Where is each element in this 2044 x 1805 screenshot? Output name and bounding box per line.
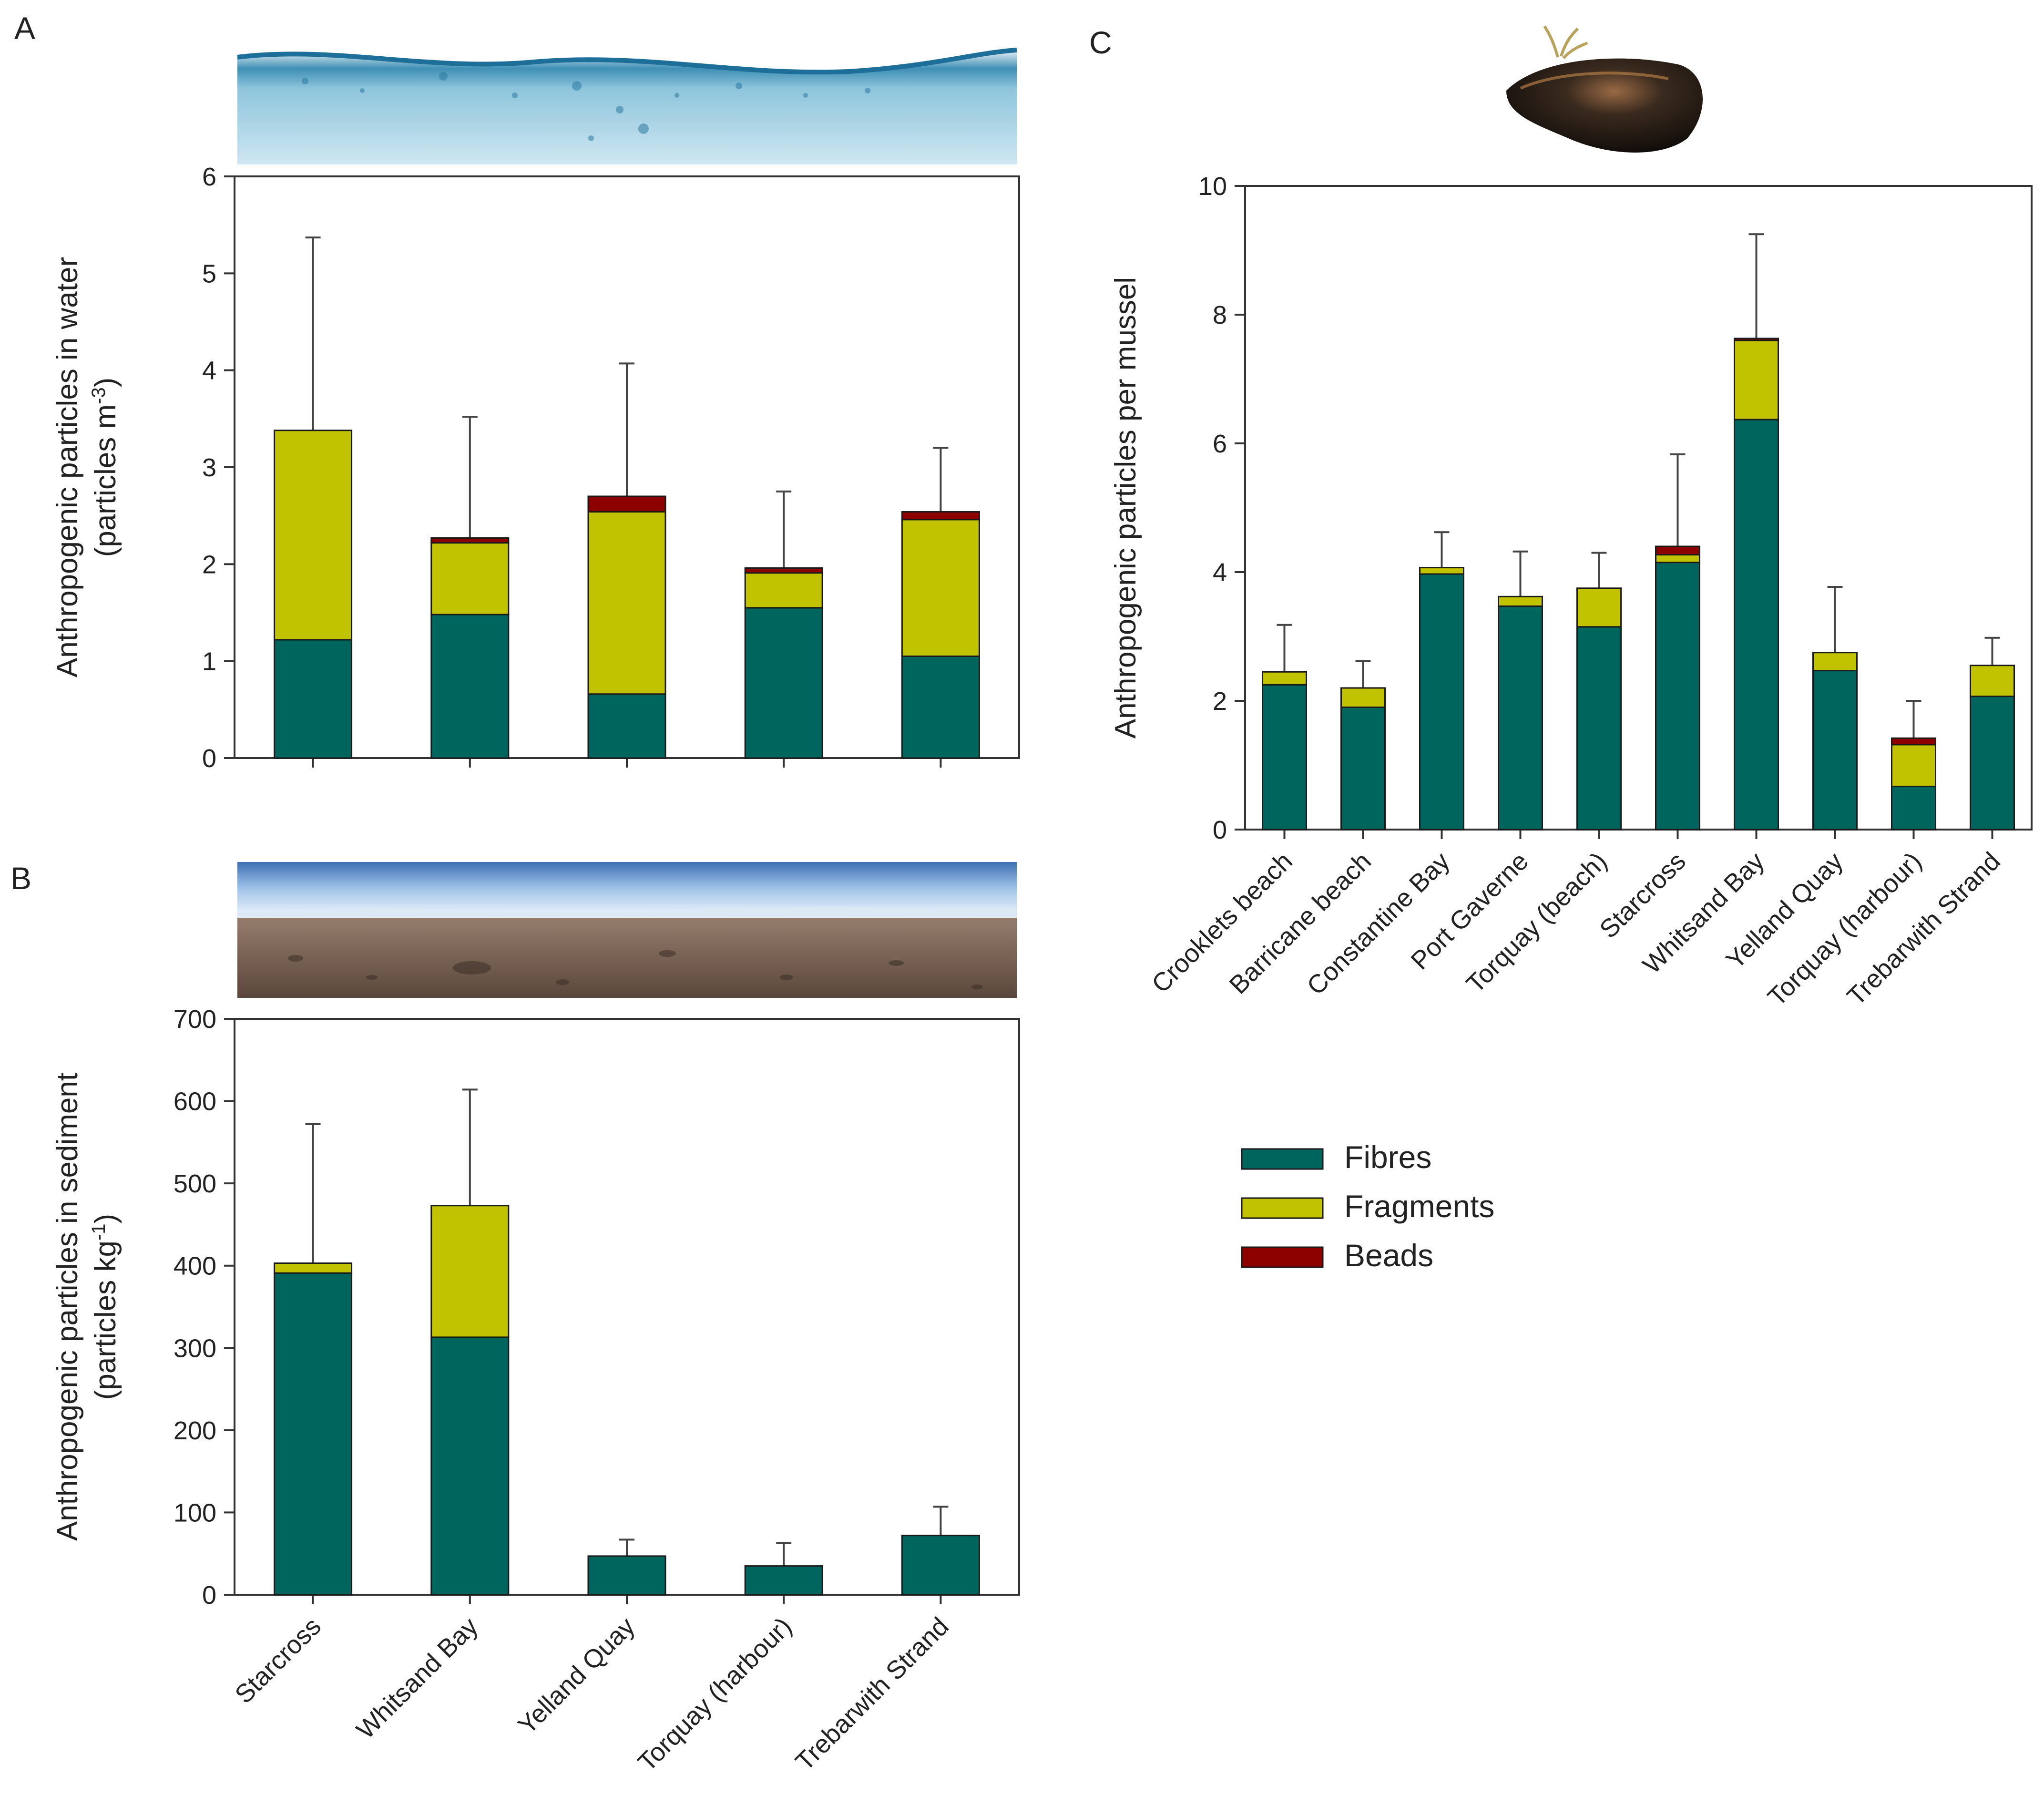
bar-c-yelland-quay-fibres [1812,670,1858,831]
x-label-c-constantine-bay: Constantine Bay [1301,847,1455,1001]
bar-b-whitsand-bay-fibres [430,1336,510,1596]
legend-swatch-fragments [1241,1197,1324,1219]
bar-b-yelland-quay-fibres [587,1555,666,1596]
bar-c-torquay-harbour-fragments [1891,744,1936,788]
bar-c-torquay-beach-fragments [1576,587,1622,628]
y-tick-label-c: 4 [1213,558,1227,587]
y-tick-label-a: 2 [202,550,216,579]
y-tick-label-b: 700 [174,1005,216,1034]
y-tick-label-c: 0 [1213,816,1227,844]
bar-a-torquay-harbour-fibres [744,607,823,759]
legend-label-fibres: Fibres [1344,1139,1431,1175]
y-axis-title-a: Anthropogenic particles in water [51,257,84,677]
bar-a-trebarwith-strand-fragments [901,519,980,657]
bar-c-starcross-fragments [1655,554,1700,564]
bar-c-torquay-beach-fibres [1576,626,1622,831]
bar-c-whitsand-bay-beads [1734,338,1779,341]
y-tick-label-c: 8 [1213,301,1227,329]
bar-a-starcross-fragments [274,430,353,641]
y-tick-label-c: 6 [1213,430,1227,458]
bar-c-whitsand-bay-fragments [1734,339,1779,420]
chart-panel-b: 0 100 200 300 400 500 600 700 Starcross Whitsand … [51,1005,1020,1777]
y-tick-label-a: 4 [202,357,216,385]
y-tick-label-b: 500 [174,1169,216,1198]
legend: Fibres Fragments Beads [1241,1139,1494,1273]
bar-a-yelland-quay-fragments [587,511,666,695]
panel-letter-c: C [1089,25,1112,60]
panel-letter-a: A [14,10,35,46]
bar-a-torquay-harbour-beads [744,567,823,574]
bar-a-trebarwith-strand-fibres [901,656,980,759]
y-tick-label-c: 10 [1198,172,1227,201]
y-tick-label-a: 3 [202,453,216,482]
y-axis-unit-b: (particles kg-1) [88,1214,122,1400]
bar-a-yelland-quay-beads [587,495,666,513]
chart-panel-a: 0 1 2 3 4 5 6 Anthropogenic particles in water(… [51,163,1020,773]
x-label-c-crooklets-beach: Crooklets beach [1146,847,1298,998]
bar-c-whitsand-bay-fibres [1734,419,1779,831]
bar-b-starcross-fragments [274,1262,353,1274]
bar-a-whitsand-bay-fibres [430,614,510,759]
legend-label-beads: Beads [1344,1238,1433,1273]
y-tick-label-b: 0 [202,1581,216,1610]
bar-a-whitsand-bay-fragments [430,542,510,615]
y-tick-label-a: 1 [202,647,216,676]
x-label-b-yelland-quay: Yelland Quay [512,1612,640,1740]
bar-a-torquay-harbour-fragments [744,572,823,609]
bar-c-barricane-beach-fragments [1340,687,1386,708]
bar-c-port-gaverne-fibres [1498,605,1543,831]
x-label-b-trebarwith-strand: Trebarwith Strand [790,1612,954,1776]
y-tick-label-a: 0 [202,744,216,773]
bar-c-torquay-harbour-fibres [1891,786,1936,831]
y-tick-label-a: 6 [202,163,216,191]
y-tick-label-b: 100 [174,1498,216,1527]
bar-c-crooklets-beach-fibres [1262,684,1307,831]
legend-label-fragments: Fragments [1344,1189,1494,1224]
y-tick-label-a: 5 [202,259,216,288]
x-label-c-torquay-harbour: Torquay (harbour) [1762,847,1927,1012]
y-tick-label-b: 600 [174,1087,216,1116]
bar-a-starcross-fibres [274,639,353,759]
bar-b-starcross-fibres [274,1272,353,1596]
bar-a-yelland-quay-fibres [587,693,666,759]
y-tick-label-b: 400 [174,1252,216,1281]
bar-b-trebarwith-strand-fibres [901,1535,980,1596]
bar-c-constantine-bay-fibres [1419,573,1464,831]
panel-letter-b: B [10,861,31,896]
legend-swatch-beads [1241,1246,1324,1268]
y-axis-unit-a: (particles m-3) [88,378,122,557]
bar-a-trebarwith-strand-beads [901,511,980,521]
sediment-photo [237,862,1017,998]
x-label-c-torquay-beach: Torquay (beach) [1461,847,1613,998]
x-label-c-barricane-beach: Barricane beach [1224,847,1376,999]
bar-b-whitsand-bay-fragments [430,1205,510,1338]
plot-frame-c [1244,185,2033,831]
bar-c-constantine-bay-fragments [1419,567,1464,575]
legend-swatch-fibres [1241,1148,1324,1170]
x-label-c-trebarwith-strand: Trebarwith Strand [1841,847,2005,1011]
x-label-b-starcross: Starcross [229,1612,327,1709]
bar-c-torquay-harbour-beads [1891,737,1936,746]
bar-c-starcross-beads [1655,545,1700,556]
y-tick-label-b: 200 [174,1416,216,1445]
water-photo [237,48,1017,164]
x-label-b-torquay-harbour: Torquay (harbour) [633,1612,797,1777]
bar-c-starcross-fibres [1655,562,1700,831]
bar-c-trebarwith-strand-fibres [1970,696,2015,831]
bar-c-port-gaverne-fragments [1498,595,1543,607]
mussel-photo [1506,25,1703,153]
bar-a-whitsand-bay-beads [430,537,510,544]
bar-b-torquay-harbour-fibres [744,1565,823,1596]
y-tick-label-b: 300 [174,1334,216,1363]
y-tick-label-c: 2 [1213,687,1227,716]
bar-c-crooklets-beach-fragments [1262,671,1307,686]
bar-c-yelland-quay-fragments [1812,652,1858,672]
y-axis-title-c: Anthropogenic particles per mussel [1109,277,1142,738]
y-axis-title-b: Anthropogenic particles in sediment [51,1073,84,1541]
bar-c-trebarwith-strand-fragments [1970,665,2015,697]
bar-c-barricane-beach-fibres [1340,707,1386,831]
x-label-b-whitsand-bay: Whitsand Bay [351,1612,483,1744]
